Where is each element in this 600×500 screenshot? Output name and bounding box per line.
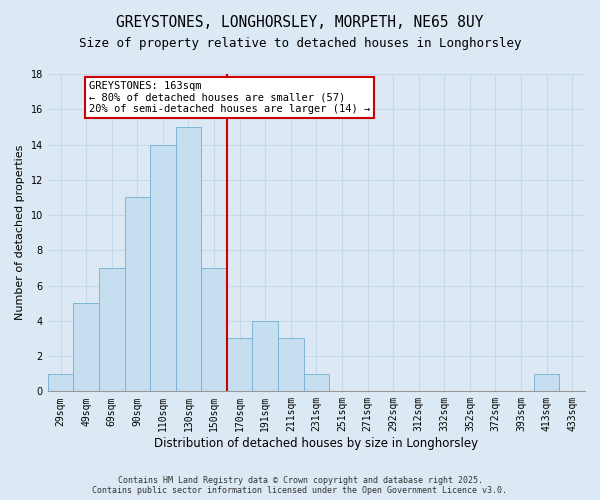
Bar (304, 374, 329, 392)
Bar (253, 321, 278, 392)
Bar (99, 268, 125, 392)
Bar (48, 374, 73, 392)
Bar (534, 374, 559, 392)
Bar (150, 144, 176, 392)
Bar (125, 198, 150, 392)
Bar (227, 338, 253, 392)
Text: Contains HM Land Registry data © Crown copyright and database right 2025.
Contai: Contains HM Land Registry data © Crown c… (92, 476, 508, 495)
Bar (201, 268, 227, 392)
Text: GREYSTONES, LONGHORSLEY, MORPETH, NE65 8UY: GREYSTONES, LONGHORSLEY, MORPETH, NE65 8… (116, 15, 484, 30)
Bar (176, 127, 201, 392)
Bar (73, 303, 99, 392)
Text: Size of property relative to detached houses in Longhorsley: Size of property relative to detached ho… (79, 38, 521, 51)
Bar (278, 338, 304, 392)
Text: GREYSTONES: 163sqm
← 80% of detached houses are smaller (57)
20% of semi-detache: GREYSTONES: 163sqm ← 80% of detached hou… (89, 81, 370, 114)
Y-axis label: Number of detached properties: Number of detached properties (15, 145, 25, 320)
X-axis label: Distribution of detached houses by size in Longhorsley: Distribution of detached houses by size … (154, 437, 478, 450)
